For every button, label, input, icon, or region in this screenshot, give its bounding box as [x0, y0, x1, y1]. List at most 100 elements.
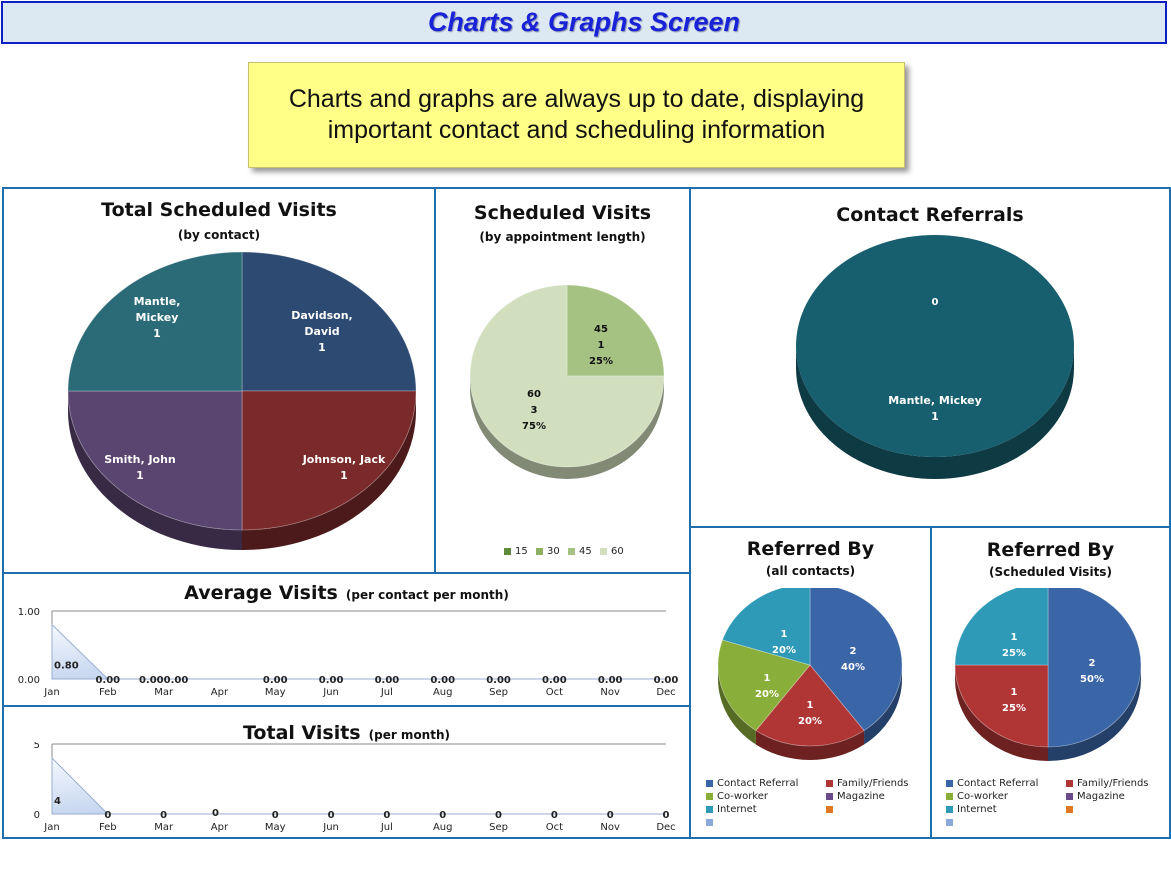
data-label: 0.00 [654, 675, 679, 686]
chart-title: Scheduled Visits [473, 202, 652, 224]
pie-chart-referred-all: 2 40% 1 20% 1 20% 1 20% [717, 588, 903, 760]
y-tick-label: 0 [34, 810, 40, 821]
panel-scheduled-visits: Scheduled Visits (by appointment length)… [434, 187, 691, 574]
x-tick-label: Nov [600, 687, 620, 698]
legend-swatch [706, 779, 713, 787]
pie-slice [809, 588, 903, 732]
slice-label: 1 20% [755, 673, 779, 700]
chart-title-row: Total Visits (per month) [4, 722, 689, 744]
data-label: 0 [160, 810, 167, 821]
x-tick-label: Jan [43, 687, 59, 698]
legend-item [1066, 804, 1077, 815]
slice-label: Davidson, David 1 [291, 309, 352, 354]
callout-line-2: important contact and scheduling informa… [327, 116, 826, 144]
data-label: 0 [551, 810, 558, 821]
legend-swatch [946, 792, 953, 800]
panel-total-scheduled-visits: Total Scheduled Visits (by contact) Davi… [2, 187, 436, 574]
info-callout: Charts and graphs are always up to date,… [248, 62, 905, 168]
chart-subtitle: (per contact per month) [345, 588, 509, 602]
legend-swatch [826, 805, 833, 813]
legend-label: Internet [957, 804, 997, 815]
x-tick-label: Dec [656, 822, 675, 833]
legend-swatch [568, 547, 575, 555]
y-tick-label: 5 [34, 742, 40, 751]
x-tick-label: Mar [154, 822, 174, 833]
area-chart-average-visits: 0.00 1.00 Jan Feb Mar Apr May Jun Jul Aug Sep Oct No… [18, 607, 679, 698]
x-tick-label: Nov [600, 822, 620, 833]
area-series [51, 756, 666, 815]
pie-chart-total-scheduled: Davidson, David 1 Johnson, Jack 1 Smith, John… [67, 251, 417, 550]
data-label: 0.00 [542, 675, 567, 686]
legend-item: Co-worker [706, 791, 768, 802]
chart-subtitle: (Scheduled Visits) [989, 565, 1112, 579]
pie-slice [67, 251, 243, 392]
callout-line-1: Charts and graphs are always up to date,… [288, 85, 865, 113]
data-label: 0 [607, 810, 614, 821]
pie-slice [954, 588, 1049, 666]
panel-referred-by-scheduled: Referred By (Scheduled Visits) 2 50% 1 25% 1… [930, 526, 1171, 839]
x-tick-label: Aug [433, 687, 453, 698]
pie-chart-scheduled-visits: 45 1 25% 60 3 75% [469, 284, 665, 479]
x-tick-label: Jun [322, 822, 339, 833]
x-tick-label: Sep [489, 687, 508, 698]
data-label: 0 [104, 810, 111, 821]
slice-label: 2 50% [1080, 658, 1104, 685]
x-tick-label: Mar [154, 687, 174, 698]
pie-slice-side [68, 391, 242, 550]
x-tick-label: May [265, 822, 286, 833]
x-tick-label: Aug [433, 822, 453, 833]
legend-label: Co-worker [717, 791, 769, 802]
slice-label: 60 3 75% [522, 389, 546, 432]
chart-title-row: Average Visits (per contact per month) [4, 582, 689, 604]
pie-slice-side [1048, 665, 1141, 761]
legend-label: 15 [515, 546, 528, 557]
data-label: 0 [439, 810, 446, 821]
data-label: 0.00 [319, 675, 344, 686]
pie-chart-contact-referrals: Mantle, Mickey 1 0 [796, 235, 1074, 479]
data-label: 0.80 [54, 661, 79, 672]
chart-title: Contact Referrals [836, 204, 1024, 226]
legend-item: Co-worker [946, 791, 1008, 802]
data-label: 4 [54, 796, 61, 807]
legend-swatch [600, 547, 607, 555]
slice-label: 1 20% [798, 700, 822, 727]
chart-title: Referred By [746, 538, 875, 560]
slice-label: 45 1 25% [589, 324, 613, 367]
pie-slice [721, 588, 811, 666]
legend-item: 30 [536, 546, 560, 557]
pie-chart-referred-scheduled: 2 50% 1 25% 1 25% [954, 588, 1142, 761]
pie-slice-side [955, 665, 1048, 761]
chart-title: Referred By [986, 539, 1115, 561]
chart-subtitle: (all contacts) [765, 564, 856, 578]
pie-slice [796, 235, 1074, 457]
legend-swatch [1066, 792, 1073, 800]
x-tick-label: Jul [380, 822, 393, 833]
chart-subtitle: (per month) [368, 728, 450, 742]
chart-legend: 15 30 45 60 [504, 546, 684, 562]
x-tick-label: Feb [99, 687, 117, 698]
x-tick-label: Feb [99, 822, 117, 833]
legend-swatch [826, 779, 833, 787]
legend-label: Family/Friends [1077, 778, 1149, 789]
legend-item [946, 817, 957, 828]
data-label: 0 [383, 810, 390, 821]
legend-item: 60 [600, 546, 624, 557]
pie-slice-side [242, 391, 416, 550]
data-label: 0.000.00 [139, 675, 188, 686]
legend-item: Family/Friends [826, 778, 909, 789]
legend-item: Contact Referral [706, 778, 798, 789]
pie-slice [241, 251, 417, 392]
panel-total-visits: Total Visits (per month) 0 5 Jan Feb Mar Apr Ma… [2, 705, 691, 839]
panel-average-visits: Average Visits (per contact per month) 0.… [2, 572, 691, 707]
legend-label: Co-worker [957, 791, 1009, 802]
data-label: 0.00 [263, 675, 288, 686]
data-label: 0.00 [375, 675, 400, 686]
pie-slice-side [796, 346, 1074, 479]
y-tick-label: 0.00 [18, 675, 40, 686]
pie-slice [717, 639, 811, 732]
pie-slice-side [718, 665, 756, 745]
pie-slice [1047, 588, 1142, 748]
legend-item: Magazine [826, 791, 885, 802]
chart-legend: Contact Referral Family/Friends Co-worker M… [706, 778, 931, 833]
pie-slice-side [864, 665, 902, 745]
